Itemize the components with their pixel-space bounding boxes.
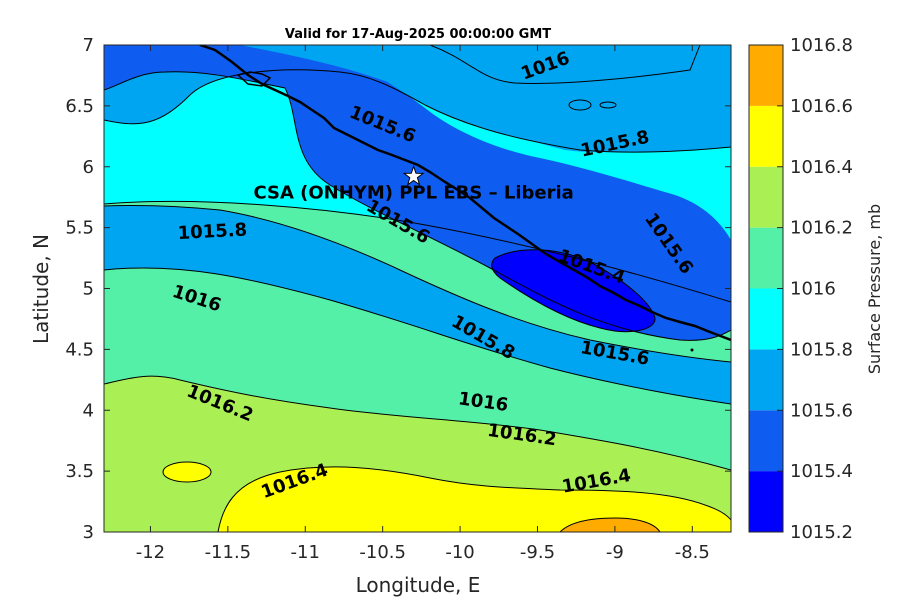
x-axis: -12 -11.5 -11 -10.5 -10 -9.5 -9 -8.5 [136,45,710,563]
site-marker: CSA (ONHYM) PPL EBS – Liberia [253,164,574,203]
colorbar-swatch [749,410,783,472]
contour-line-1016.4 [217,466,731,532]
contour-line-1015.4-outer [104,71,731,341]
x-tick-label: -10.5 [359,542,406,563]
y-tick-label: 5.5 [65,218,94,239]
contour-line-small-cell-a [568,99,592,111]
chart-title: Valid for 17-Aug-2025 00:00:00 GMT [285,27,551,42]
colorbar: 1015.2 1015.4 1015.6 1015.8 1016 1016.2 1016.4… [749,35,853,543]
colorbar-tick-label: 1016.2 [790,218,853,239]
coastline-path [199,45,731,342]
island-dot [690,348,694,352]
colorbar-swatch [749,471,783,532]
colorbar-frame [748,44,784,533]
y-tick-label: 3.5 [65,461,94,482]
contour-line-small-cell-b [599,101,617,109]
y-tick-label: 5 [83,279,94,300]
contour-lines [104,45,731,532]
x-tick-label: -12 [136,542,165,563]
y-tick-label: 7 [83,35,94,56]
x-tick-label: -8.5 [675,542,710,563]
y-tick-label: 3 [83,522,94,543]
y-tick-label: 4.5 [65,339,94,360]
colorbar-swatch [749,166,783,228]
x-tick-label: -10 [445,542,474,563]
colorbar-tick-label: 1015.6 [790,400,853,421]
colorbar-tick-label: 1016.4 [790,157,853,178]
contour-fill [104,45,731,532]
colorbar-tick-label: 1016 [790,279,836,300]
contour-line-1016.6 [559,517,661,532]
colorbar-swatch [749,227,783,289]
contour-line-1016-mid [104,267,731,405]
contour-line-1015.6-south [104,204,731,363]
x-tick-label: -9.5 [520,542,555,563]
colorbar-swatch [749,288,783,350]
island-outline [236,71,272,87]
colorbar-tick-label: 1016.6 [790,96,853,117]
y-axis: 3 3.5 4 4.5 5 5.5 6 6.5 7 [65,35,731,543]
site-star-icon [402,164,425,186]
contour-label: 1015.8 [177,219,247,244]
band-1016.4 [218,466,731,532]
colorbar-tick-label: 1015.2 [790,522,853,543]
band-1016.6 [560,518,660,532]
coastline [199,45,731,352]
band-1015.4-inner-edge [240,45,731,153]
colorbar-swatch [749,349,783,411]
x-tick-label: -9 [606,542,624,563]
contour-line-1016.2 [104,375,731,471]
x-tick-label: -11.5 [205,542,252,563]
small-cell-1016.4 [163,462,211,482]
y-axis-label: Latitude, N [29,234,53,344]
contour-line-1016-north [429,45,701,84]
contour-line-1015.8-north [104,200,731,303]
contour-line-1016.4-cell [162,461,212,483]
y-tick-label: 6 [83,157,94,178]
band-1015.2-south [104,205,731,404]
colorbar-tick-label: 1016.8 [790,35,853,56]
colorbar-swatch [749,105,783,167]
colorbar-tick-label: 1015.4 [790,461,853,482]
contour-line-1015.2 [491,249,656,333]
x-tick-label: -11 [291,542,320,563]
colorbar-tick-label: 1015.8 [790,339,853,360]
y-tick-label: 4 [83,400,94,421]
colorbar-label: Surface Pressure, mb [865,204,884,374]
x-axis-label: Longitude, E [356,573,481,597]
band-1015.2 [491,249,656,332]
site-label: CSA (ONHYM) PPL EBS – Liberia [253,182,573,203]
contour-line-1015.6-north [104,69,731,153]
colorbar-swatch [749,45,783,106]
y-tick-label: 6.5 [65,96,94,117]
